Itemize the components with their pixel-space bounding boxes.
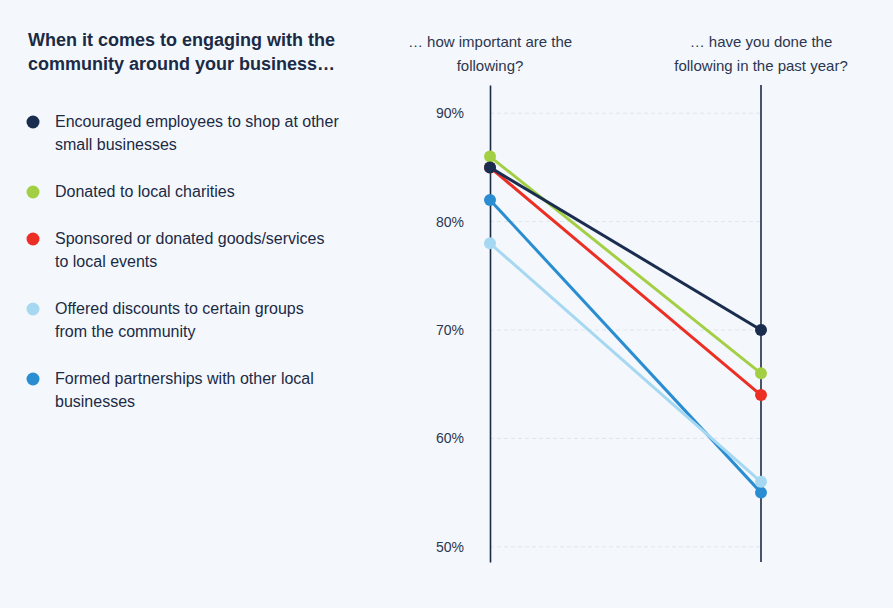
series <box>484 194 767 499</box>
legend-marker <box>27 233 40 246</box>
text-line: small businesses <box>55 136 177 153</box>
point <box>484 161 496 173</box>
text-line: following? <box>457 57 524 74</box>
legend: Encouraged employees to shop at other sma… <box>27 113 340 410</box>
legend-label: Sponsored or donated goods/services to lo… <box>55 230 325 270</box>
legend-label: Donated to local charities <box>55 183 235 200</box>
legend-item: Encouraged employees to shop at other sma… <box>27 113 340 153</box>
legend-marker <box>27 186 40 199</box>
tick-label: 60% <box>436 430 464 446</box>
series-line <box>490 157 761 374</box>
legend-item: Sponsored or donated goods/services to lo… <box>27 230 325 270</box>
title: When it comes to engaging with the commun… <box>28 30 335 74</box>
series <box>484 161 767 401</box>
tick-label: 90% <box>436 105 464 121</box>
legend-item: Offered discounts to certain groups from … <box>27 300 304 340</box>
text-line: Sponsored or donated goods/services <box>55 230 325 247</box>
series <box>484 161 767 336</box>
tick-label: 70% <box>436 322 464 338</box>
text-line: When it comes to engaging with the <box>28 30 335 50</box>
text-line: businesses <box>55 393 135 410</box>
series-line <box>490 167 761 330</box>
tick-label: 50% <box>436 539 464 555</box>
text-line: Formed partnerships with other local <box>55 370 314 387</box>
chart: When it comes to engaging with the commun… <box>0 0 893 608</box>
legend-label: Formed partnerships with other local busi… <box>55 370 314 410</box>
legend-item: Donated to local charities <box>27 183 235 200</box>
tick: 90% <box>436 105 490 121</box>
plot-area <box>484 151 767 499</box>
series-line <box>490 167 761 395</box>
grid-line <box>490 438 761 439</box>
point <box>755 389 767 401</box>
text-line: community around your business… <box>28 54 335 74</box>
text-line: Offered discounts to certain groups <box>55 300 304 317</box>
tick: 80% <box>436 214 490 230</box>
point <box>755 324 767 336</box>
grid-line <box>490 330 761 331</box>
tick: 50% <box>436 539 490 555</box>
text-line: … how important are the <box>408 33 572 50</box>
point <box>484 161 496 173</box>
category-label: … have you done the following in the past… <box>674 33 847 74</box>
tick-label: 80% <box>436 214 464 230</box>
point <box>484 151 496 163</box>
grid-line <box>490 113 761 114</box>
text-line: … have you done the <box>690 33 833 50</box>
legend-item: Formed partnerships with other local busi… <box>27 370 314 410</box>
text-line: Encouraged employees to shop at other <box>55 113 339 130</box>
text-line: to local events <box>55 253 157 270</box>
grid-line <box>490 221 761 222</box>
legend-marker <box>27 303 40 316</box>
grid-line <box>490 546 761 547</box>
point <box>755 367 767 379</box>
text-line: Donated to local charities <box>55 183 235 200</box>
tick: 70% <box>436 322 490 338</box>
legend-marker <box>27 116 40 129</box>
point <box>484 194 496 206</box>
background <box>0 0 893 608</box>
series-line <box>490 200 761 493</box>
text-line: from the community <box>55 323 195 340</box>
legend-label: Offered discounts to certain groups from … <box>55 300 304 340</box>
legend-marker <box>27 373 40 386</box>
point <box>755 476 767 488</box>
y-axis: 50% 60% 70% 80% 90% <box>436 86 491 563</box>
point <box>484 237 496 249</box>
point <box>755 487 767 499</box>
text-line: following in the past year? <box>674 57 847 74</box>
grid <box>490 113 761 547</box>
series <box>484 151 767 380</box>
legend-label: Encouraged employees to shop at other sma… <box>55 113 339 153</box>
tick: 60% <box>436 430 490 446</box>
category-label: … how important are the following? <box>408 33 572 74</box>
